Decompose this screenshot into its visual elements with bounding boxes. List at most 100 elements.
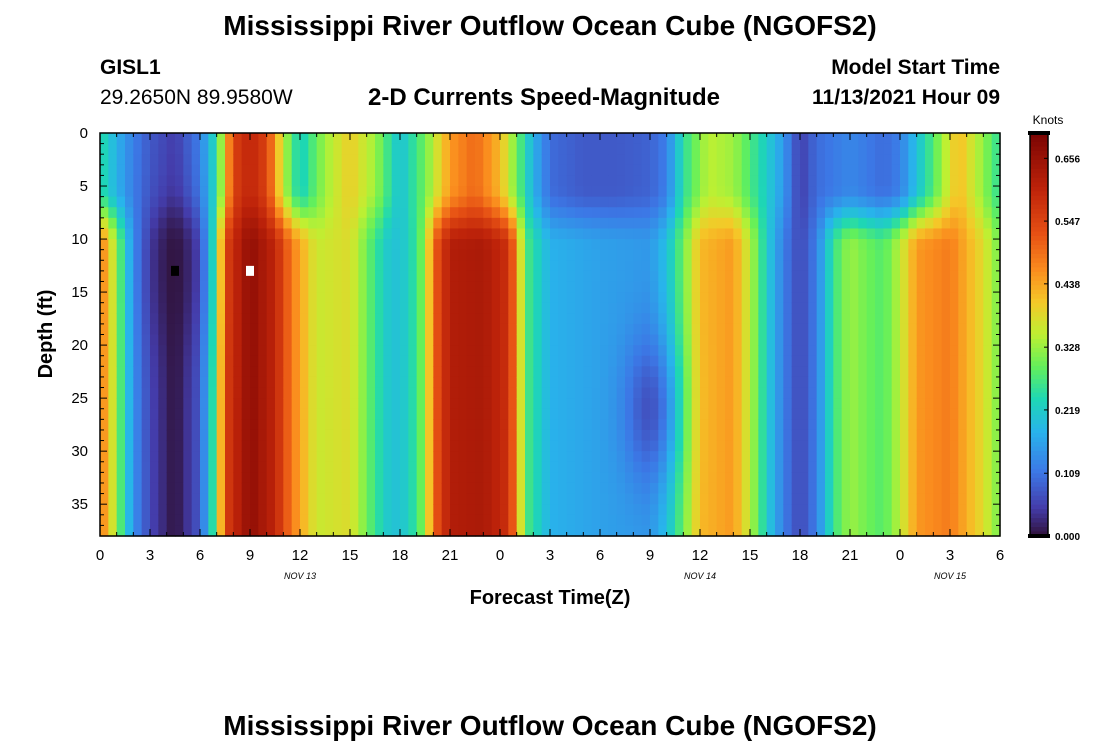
heatmap-cell (666, 504, 676, 516)
heatmap-cell (616, 345, 626, 357)
heatmap-cell (766, 133, 776, 145)
heatmap-cell (583, 514, 593, 526)
heatmap-cell (216, 270, 226, 283)
heatmap-cell (933, 302, 943, 314)
heatmap-cell (650, 504, 659, 516)
heatmap-cell (208, 164, 218, 177)
heatmap-cell (341, 366, 351, 378)
heatmap-cell (625, 398, 634, 410)
heatmap-cell (141, 154, 151, 166)
heatmap-cell (683, 376, 693, 389)
heatmap-cell (366, 313, 376, 325)
heatmap-cell (575, 228, 584, 240)
heatmap-cell (641, 482, 651, 495)
heatmap-cell (750, 270, 759, 283)
heatmap-cell (375, 228, 384, 240)
heatmap-cell (133, 186, 143, 198)
heatmap-cell (141, 239, 151, 251)
heatmap-cell (550, 249, 559, 261)
colorbar-swatch (1030, 343, 1048, 349)
heatmap-cell (875, 228, 884, 240)
heatmap-cell (308, 260, 318, 272)
heatmap-cell (625, 186, 634, 198)
colorbar-swatch (1030, 459, 1048, 465)
heatmap-cell (150, 323, 159, 336)
heatmap-cell (425, 472, 434, 484)
heatmap-cell (475, 376, 484, 389)
heatmap-cell (966, 154, 976, 166)
heatmap-cell (916, 143, 926, 155)
heatmap-cell (600, 154, 609, 166)
heatmap-cell (475, 292, 484, 304)
heatmap-cell (825, 355, 834, 367)
heatmap-cell (441, 133, 451, 145)
heatmap-cell (325, 387, 334, 399)
heatmap-cell (316, 207, 326, 219)
heatmap-cell (475, 461, 484, 473)
heatmap-cell (966, 281, 976, 293)
heatmap-cell (825, 228, 834, 240)
heatmap-cell (966, 355, 976, 367)
heatmap-cell (725, 514, 734, 526)
heatmap-cell (575, 398, 584, 410)
heatmap-cell (608, 207, 618, 219)
heatmap-cell (441, 260, 451, 272)
heatmap-cell (175, 525, 184, 537)
heatmap-cell (141, 408, 151, 420)
heatmap-cell (641, 239, 651, 251)
heatmap-cell (708, 493, 718, 505)
heatmap-cell (966, 323, 976, 336)
heatmap-cell (475, 175, 484, 187)
heatmap-cell (216, 154, 226, 166)
heatmap-cell (191, 514, 201, 526)
colorbar-swatch (1030, 321, 1048, 327)
heatmap-cell (683, 228, 693, 240)
heatmap-cell (275, 239, 284, 251)
heatmap-cell (383, 408, 393, 420)
heatmap-cell (658, 260, 668, 272)
heatmap-cell (808, 186, 818, 198)
heatmap-cell (283, 440, 293, 452)
heatmap-cell (133, 429, 143, 442)
heatmap-cell (925, 143, 934, 155)
heatmap-cell (783, 461, 793, 473)
heatmap-cell (750, 302, 759, 314)
heatmap-cell (516, 270, 526, 283)
heatmap-cell (783, 207, 793, 219)
heatmap-cell (166, 387, 176, 399)
heatmap-cell (808, 451, 818, 463)
heatmap-cell (291, 249, 301, 261)
heatmap-cell (491, 429, 501, 442)
heatmap-cell (675, 398, 684, 410)
colorbar-swatch (1030, 244, 1048, 251)
heatmap-cell (816, 366, 826, 378)
heatmap-cell (200, 355, 209, 367)
heatmap-cell (616, 482, 626, 495)
heatmap-cell (783, 313, 793, 325)
heatmap-cell (141, 451, 151, 463)
heatmap-cell (850, 419, 859, 431)
heatmap-cell (250, 366, 259, 378)
heatmap-cell (950, 228, 959, 240)
heatmap-cell (933, 514, 943, 526)
colorbar-swatch (1030, 379, 1048, 385)
heatmap-cell (125, 355, 134, 367)
heatmap-cell (941, 186, 951, 198)
heatmap-cell (391, 334, 401, 346)
heatmap-cell (633, 408, 643, 420)
heatmap-cell (183, 207, 193, 219)
heatmap-cell (800, 302, 809, 314)
heatmap-cell (250, 482, 259, 495)
heatmap-cell (575, 429, 584, 442)
colorbar-swatch (1030, 495, 1048, 501)
heatmap-cell (925, 440, 934, 452)
heatmap-cell (983, 133, 993, 145)
heatmap-cell (750, 504, 759, 516)
heatmap-cell (616, 217, 626, 230)
heatmap-cell (441, 249, 451, 261)
heatmap-cell (183, 525, 193, 537)
heatmap-cell (491, 323, 501, 336)
colorbar-swatch (1030, 133, 1048, 139)
heatmap-cell (775, 345, 784, 357)
heatmap-cell (558, 207, 568, 219)
